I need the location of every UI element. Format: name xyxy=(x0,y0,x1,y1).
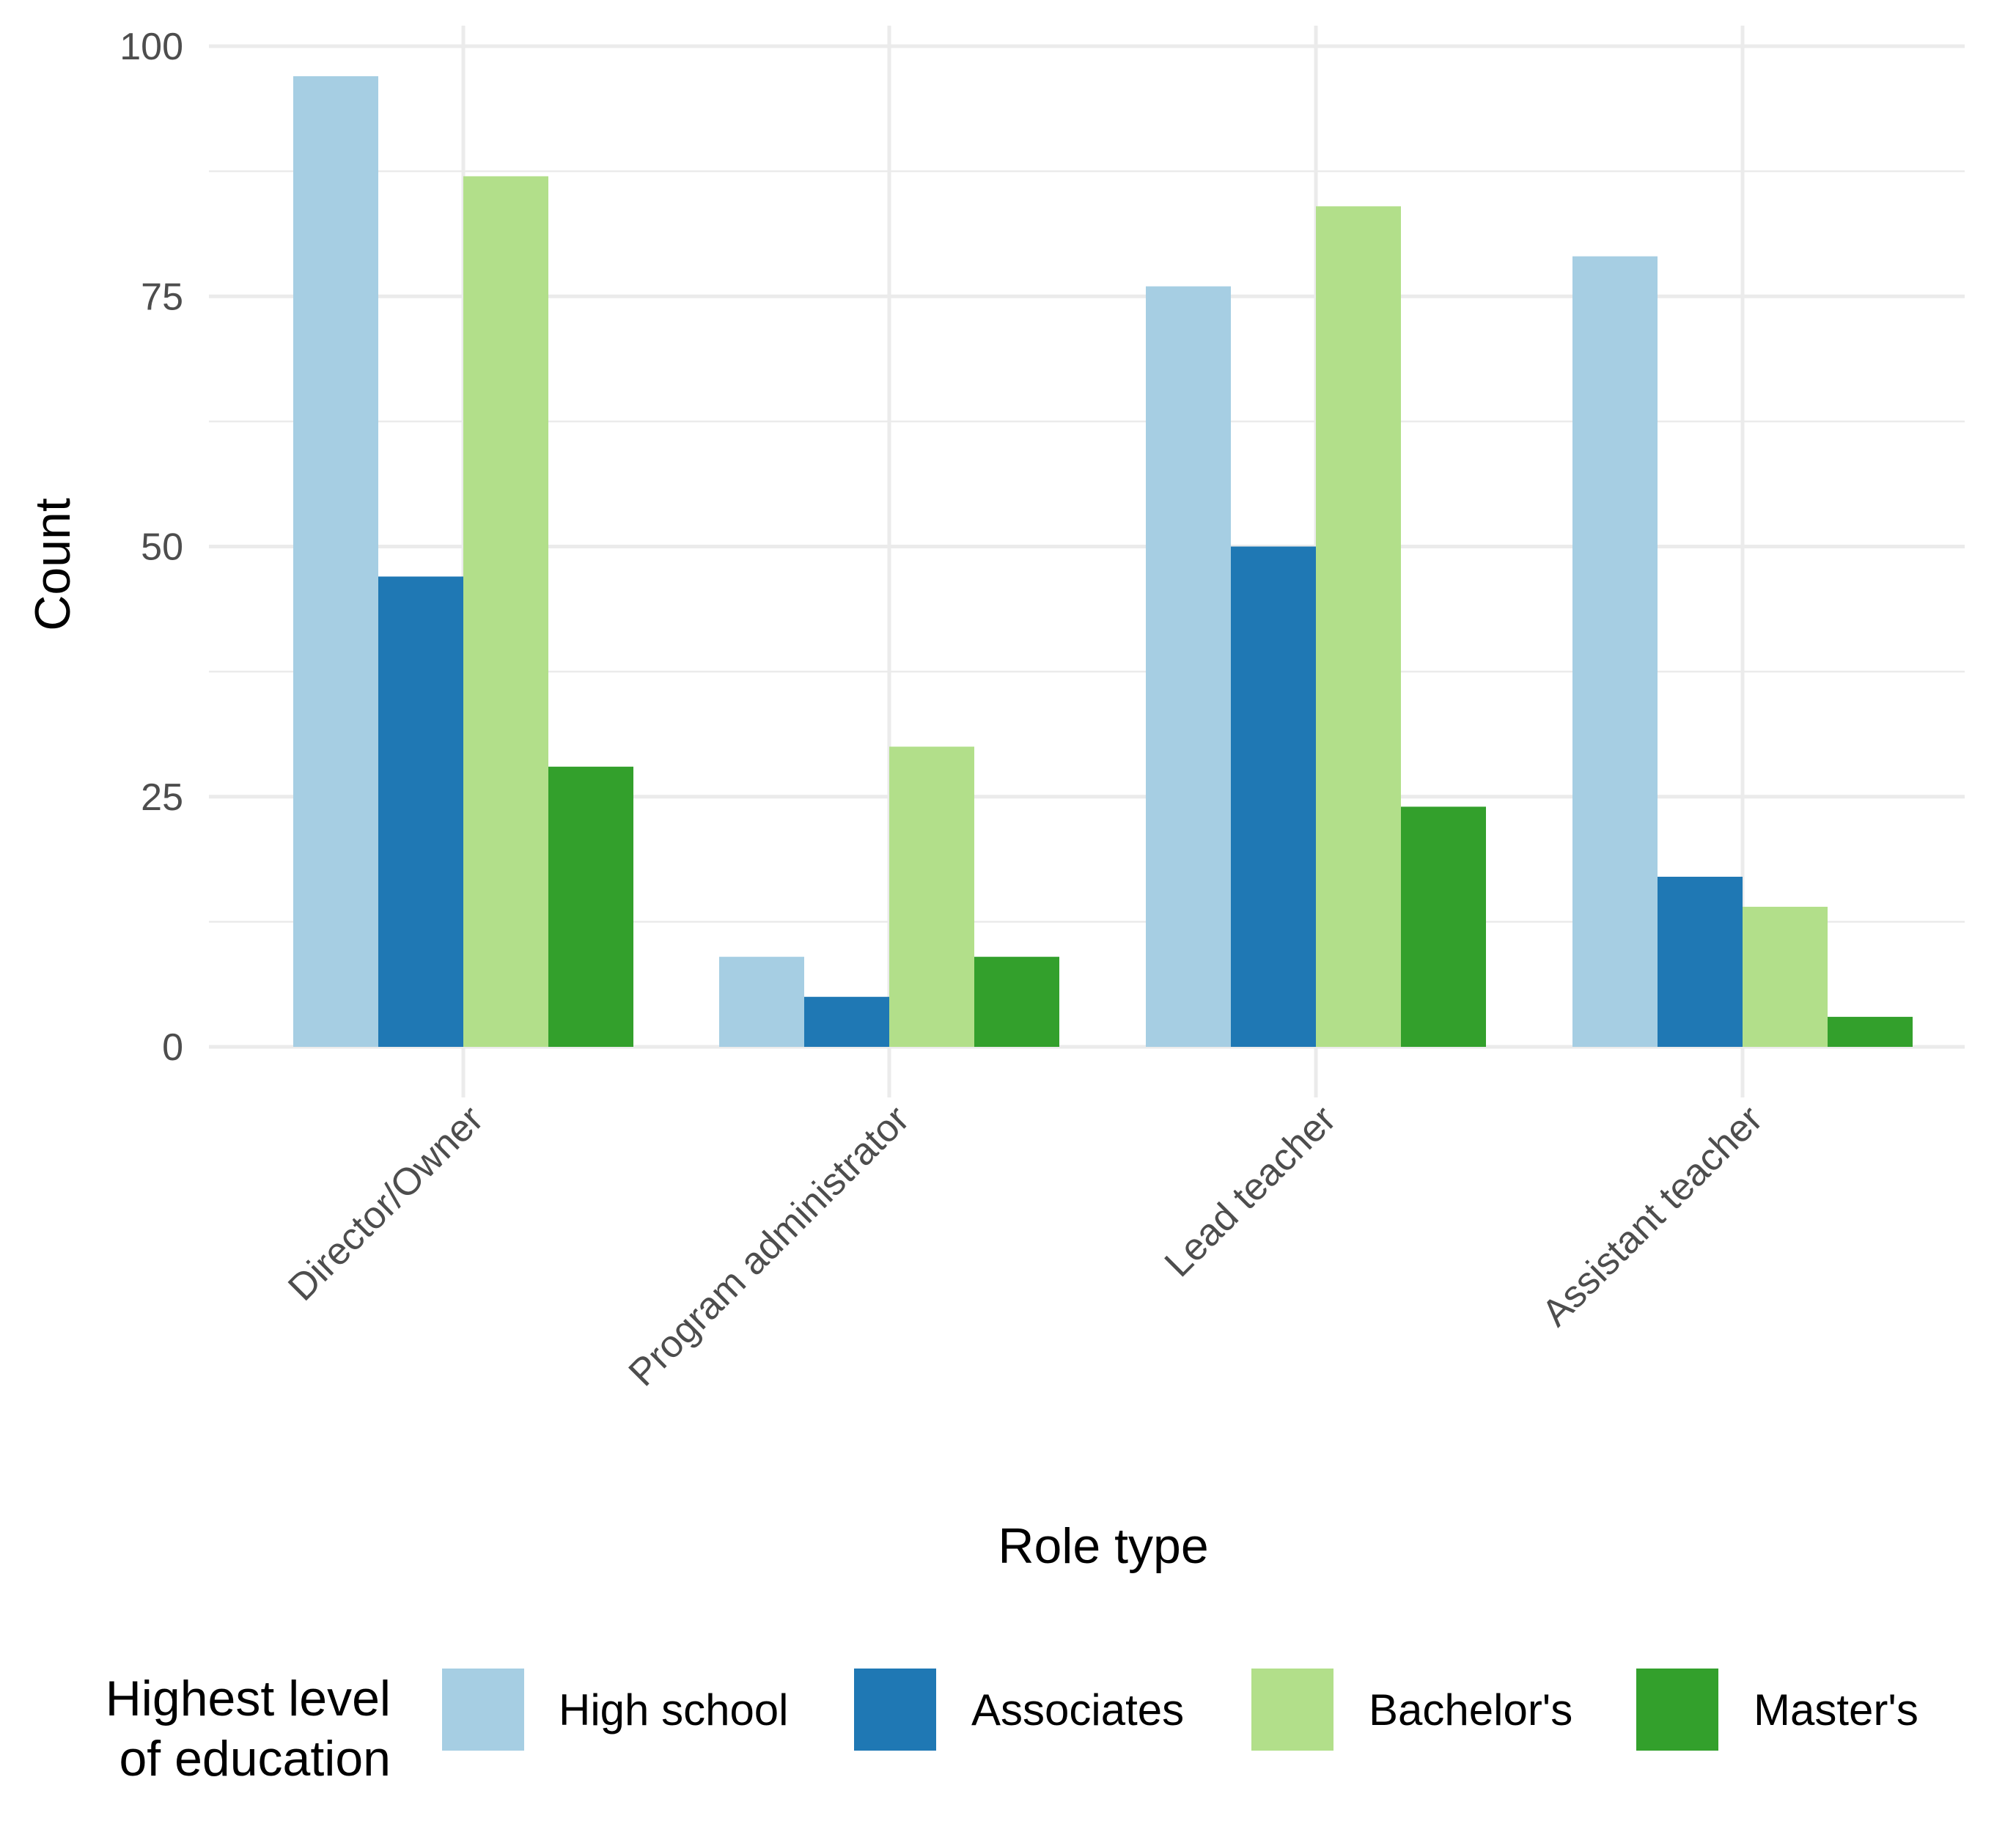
bar xyxy=(1316,206,1401,1047)
bars xyxy=(293,76,1913,1048)
y-tick-label: 25 xyxy=(141,776,183,819)
x-tick-label: Program administrator xyxy=(621,1097,918,1394)
legend-items: High school Associates Bachelor's Master's xyxy=(442,1669,1918,1751)
y-tick-label: 50 xyxy=(141,526,183,569)
bar xyxy=(1658,876,1743,1047)
legend-label: High school xyxy=(559,1685,789,1734)
y-tick-label: 0 xyxy=(162,1026,183,1069)
legend-key xyxy=(854,1669,936,1751)
legend-title-line-2: of education xyxy=(119,1731,391,1787)
bar xyxy=(548,766,633,1047)
bar xyxy=(974,957,1059,1047)
x-tick-labels: Director/Owner Program administrator Lead … xyxy=(280,1097,1770,1394)
y-axis-title: Count xyxy=(25,498,81,631)
legend-label: Associates xyxy=(971,1685,1184,1734)
y-tick-labels: 0 25 50 75 100 xyxy=(119,26,183,1069)
bar xyxy=(378,576,463,1047)
bar xyxy=(1572,256,1658,1047)
bar xyxy=(1828,1017,1913,1047)
bar xyxy=(719,957,804,1047)
legend-label: Bachelor's xyxy=(1369,1685,1572,1734)
y-tick-label: 75 xyxy=(141,276,183,318)
legend-label: Master's xyxy=(1754,1685,1918,1734)
bar xyxy=(463,176,548,1048)
legend-key xyxy=(1636,1669,1718,1751)
bar xyxy=(1401,806,1486,1047)
y-tick-label: 100 xyxy=(119,26,183,68)
bar xyxy=(889,746,974,1047)
x-tick-label: Assistant teacher xyxy=(1534,1097,1770,1334)
bar xyxy=(1231,546,1316,1047)
x-tick-label: Director/Owner xyxy=(280,1097,491,1309)
legend: Highest level of education High school As… xyxy=(106,1669,1918,1787)
bar xyxy=(1743,906,1828,1047)
bar xyxy=(1146,286,1231,1048)
legend-key xyxy=(1251,1669,1333,1751)
bar xyxy=(804,996,889,1047)
legend-title-line-1: Highest level xyxy=(106,1671,391,1726)
bar xyxy=(293,76,378,1048)
legend-key xyxy=(442,1669,524,1751)
x-axis-title: Role type xyxy=(998,1518,1208,1574)
x-tick-label: Lead teacher xyxy=(1157,1097,1344,1285)
